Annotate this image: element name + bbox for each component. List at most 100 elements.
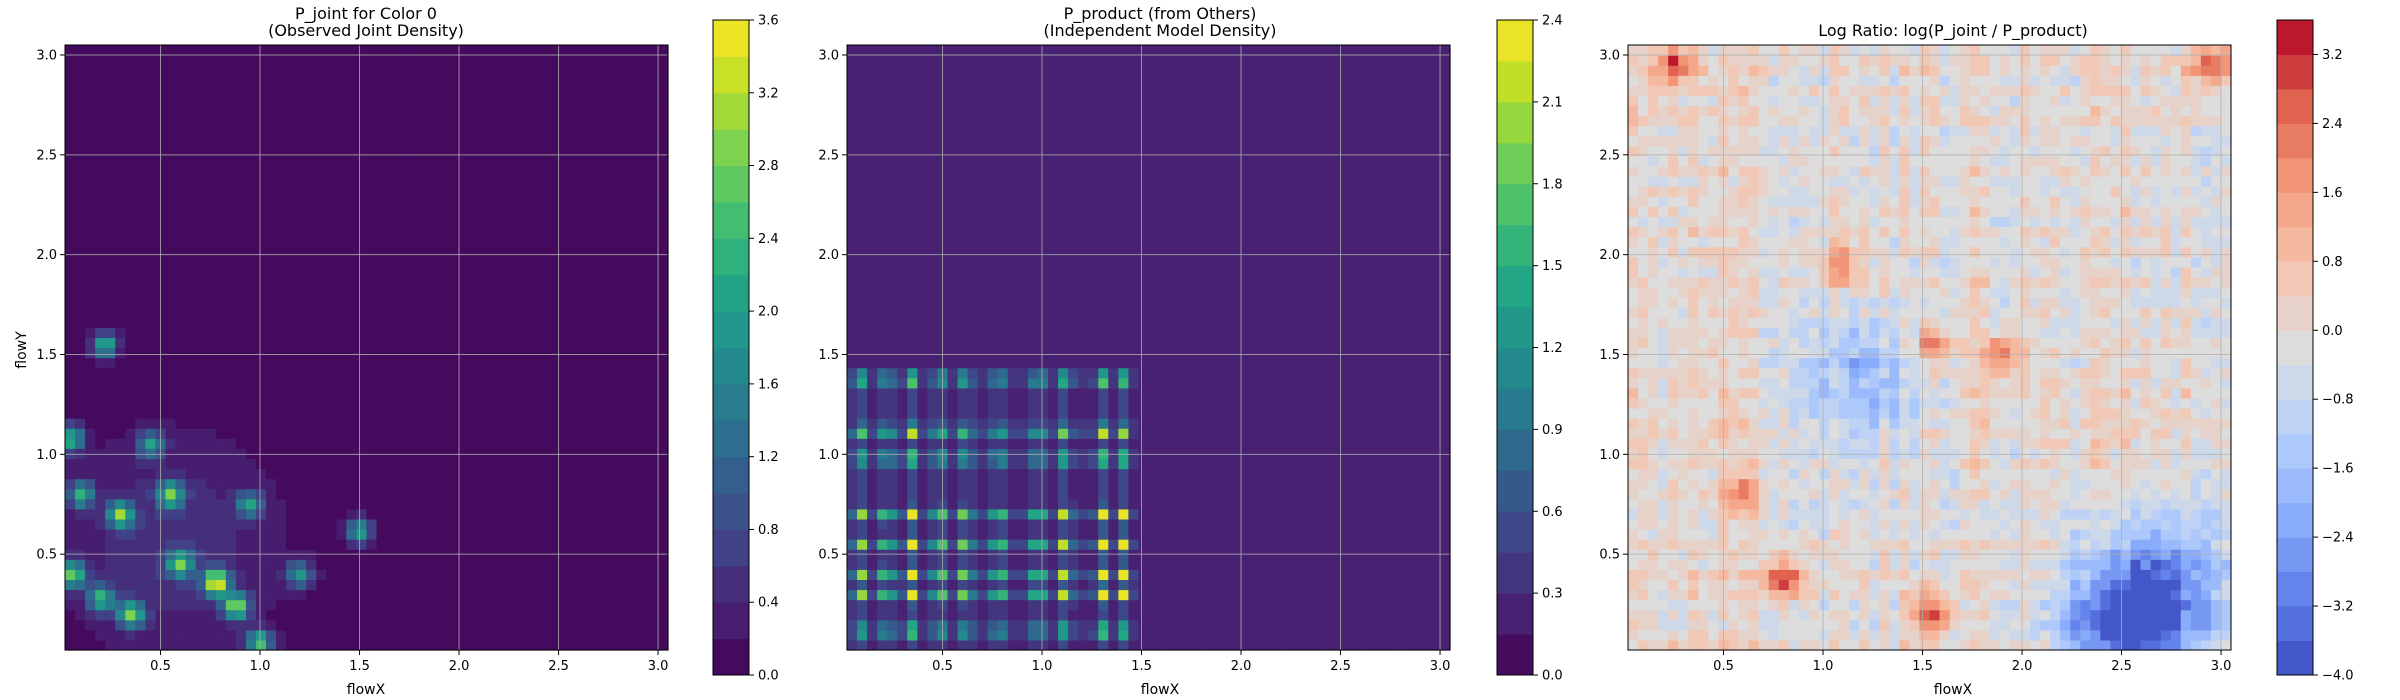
heatmap-cell: [396, 337, 408, 349]
heatmap-cell: [627, 226, 639, 238]
heatmap-cell: [857, 589, 868, 601]
heatmap-cell: [887, 448, 898, 460]
heatmap-cell: [276, 418, 287, 429]
heatmap-cell: [607, 468, 619, 480]
heatmap-cell: [477, 347, 488, 359]
heatmap-cell: [456, 397, 468, 409]
heatmap-cell: [356, 377, 368, 389]
heatmap-cell: [115, 347, 126, 359]
heatmap-cell: [436, 105, 448, 117]
heatmap-cell: [1027, 518, 1039, 530]
heatmap-cell: [947, 468, 959, 480]
heatmap-cell: [1007, 448, 1019, 460]
heatmap-cell: [1078, 639, 1089, 651]
heatmap-cell: [316, 206, 327, 218]
heatmap-cell: [497, 287, 508, 298]
heatmap-cell: [356, 508, 368, 520]
heatmap-cell: [1319, 559, 1330, 570]
heatmap-cell: [1037, 539, 1049, 550]
heatmap-cell: [416, 438, 428, 449]
heatmap-cell: [85, 609, 96, 621]
heatmap-cell: [1369, 579, 1381, 591]
heatmap-cell: [336, 619, 347, 631]
heatmap-cell: [1118, 478, 1129, 490]
heatmap-cell: [386, 287, 398, 298]
heatmap-cell: [587, 276, 599, 288]
heatmap-cell: [326, 387, 337, 399]
heatmap-cell: [165, 186, 177, 197]
heatmap-cell: [647, 569, 659, 581]
heatmap-cell: [235, 236, 247, 248]
heatmap-cell: [1158, 619, 1170, 631]
heatmap-cell: [637, 448, 649, 460]
heatmap-cell: [95, 397, 106, 409]
heatmap-cell: [1389, 468, 1401, 480]
heatmap-cell: [195, 418, 207, 429]
heatmap-cell: [507, 438, 518, 449]
heatmap-cell: [436, 287, 448, 298]
heatmap-cell: [245, 589, 257, 601]
heatmap-cell: [356, 166, 368, 177]
heatmap-cell: [577, 115, 589, 127]
heatmap-cell: [165, 236, 177, 248]
heatmap-cell: [637, 357, 649, 369]
heatmap-cell: [245, 206, 257, 218]
heatmap-cell: [627, 599, 639, 611]
heatmap-cell: [557, 65, 569, 76]
heatmap-cell: [426, 539, 438, 550]
heatmap-cell: [1037, 428, 1049, 439]
heatmap-cell: [225, 639, 237, 651]
heatmap-cell: [75, 256, 86, 268]
heatmap-cell: [1409, 508, 1421, 520]
heatmap-cell: [95, 559, 106, 570]
heatmap-cell: [1078, 629, 1089, 641]
heatmap-cell: [567, 428, 579, 439]
heatmap-cell: [356, 145, 368, 157]
heatmap-cell: [1138, 589, 1150, 601]
heatmap-cell: [426, 529, 438, 540]
heatmap-cell: [346, 266, 358, 278]
heatmap-cell: [456, 276, 468, 288]
heatmap-cell: [897, 508, 908, 520]
heatmap-cell: [266, 176, 277, 187]
heatmap-cell: [597, 418, 609, 429]
heatmap-cell: [497, 65, 508, 76]
heatmap-cell: [296, 639, 307, 651]
heatmap-cell: [346, 377, 358, 389]
heatmap-cell: [396, 226, 408, 238]
heatmap-cell: [125, 327, 136, 339]
heatmap-cell: [1409, 498, 1421, 510]
heatmap-cell: [105, 589, 116, 601]
heatmap-cell: [215, 357, 227, 369]
heatmap-cell: [396, 65, 408, 76]
heatmap-cell: [396, 529, 408, 540]
heatmap-cell: [1369, 599, 1381, 611]
heatmap-cell: [1098, 428, 1109, 439]
heatmap-cell: [927, 639, 939, 651]
heatmap-cell: [1379, 589, 1391, 601]
heatmap-cell: [1098, 539, 1109, 550]
heatmap-cell: [75, 155, 86, 167]
heatmap-cell: [497, 125, 508, 137]
heatmap-cell: [997, 518, 1009, 530]
heatmap-cell: [235, 216, 247, 228]
heatmap-cell: [266, 357, 277, 369]
heatmap-cell: [977, 609, 989, 621]
heatmap-cell: [537, 387, 548, 399]
heatmap-cell: [235, 206, 247, 218]
heatmap-cell: [657, 95, 669, 107]
heatmap-cell: [627, 55, 639, 66]
heatmap-cell: [195, 639, 207, 651]
heatmap-cell: [907, 448, 918, 460]
heatmap-cell: [115, 599, 126, 611]
heatmap-cell: [75, 297, 86, 308]
heatmap-cell: [436, 498, 448, 510]
heatmap-cell: [115, 125, 126, 137]
heatmap-cell: [296, 115, 307, 127]
heatmap-cell: [587, 297, 599, 308]
heatmap-cell: [1118, 518, 1129, 530]
heatmap-cell: [997, 589, 1009, 601]
heatmap-cell: [877, 629, 888, 641]
heatmap-cell: [135, 196, 146, 207]
heatmap-cell: [296, 186, 307, 197]
